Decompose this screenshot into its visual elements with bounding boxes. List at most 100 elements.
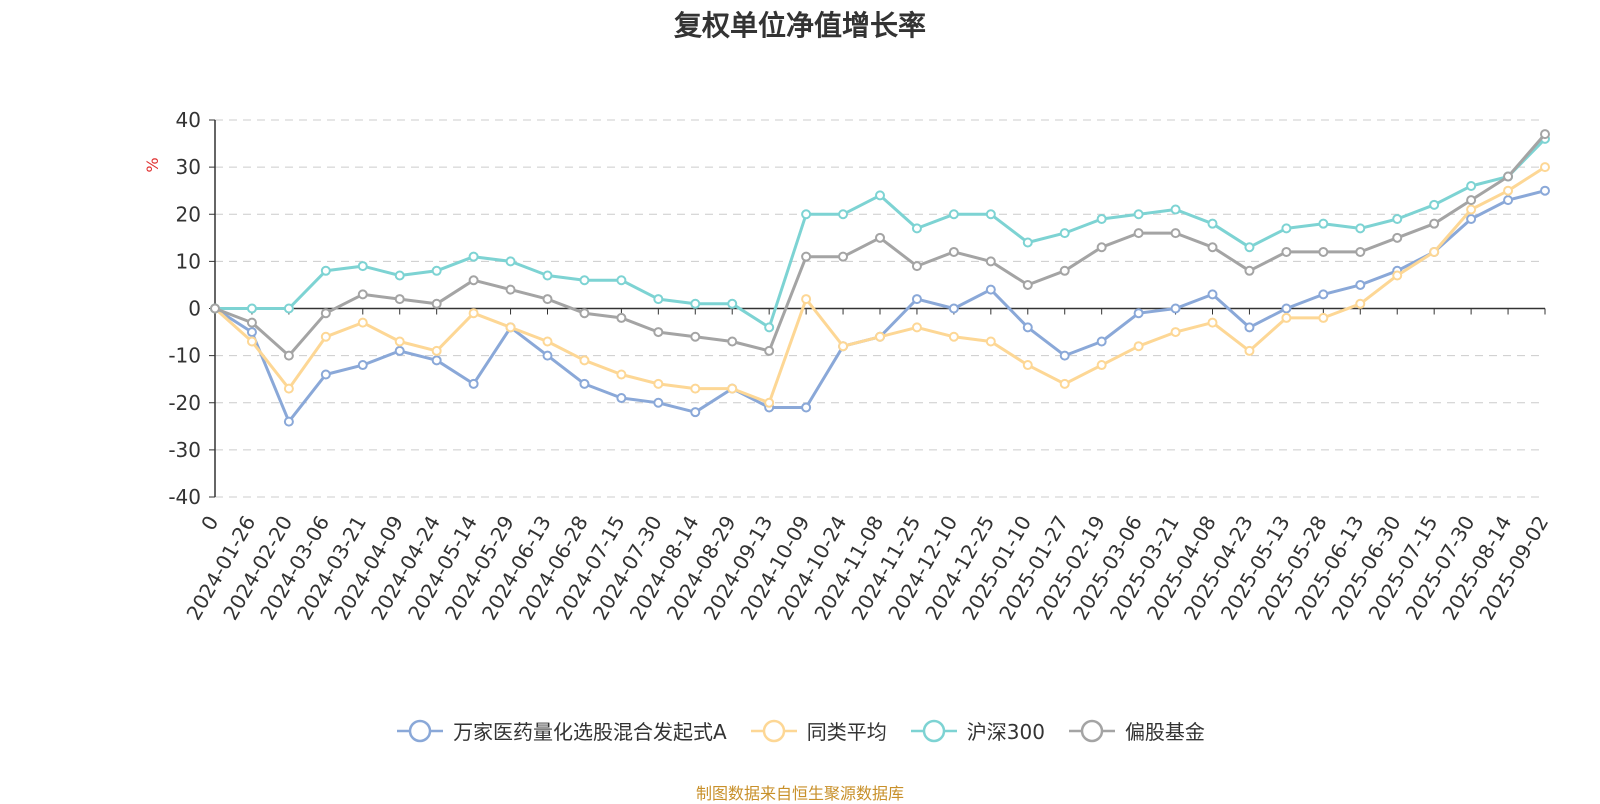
data-point [283,416,294,427]
data-point [727,298,738,309]
data-point [1540,162,1550,173]
y-tick-label: 10 [176,249,201,273]
data-point [1133,228,1144,239]
data-point [653,397,664,408]
data-point [1281,312,1292,323]
legend-line-circle-icon [1068,719,1115,742]
data-point [764,322,775,333]
data-point [1318,312,1329,323]
data-point [431,265,442,276]
data-point [985,336,996,347]
data-point [1392,270,1403,281]
data-point [1207,289,1218,300]
data-point [1133,209,1144,220]
data-point [1170,303,1181,314]
y-tick-label: 30 [176,155,201,179]
data-point [616,275,627,286]
data-point [1503,185,1514,196]
x-tick-label: 0 [196,512,223,535]
data-point [653,294,664,305]
data-point [616,312,627,323]
data-point [1170,228,1181,239]
data-point [1059,350,1070,361]
data-point [505,256,516,267]
data-point [1022,360,1033,371]
data-point [1466,213,1477,224]
data-point [764,345,775,356]
y-tick-label: -30 [168,438,201,462]
data-point [1503,195,1514,206]
data-point [616,369,627,380]
data-point [1318,218,1329,229]
data-point [1466,204,1477,215]
data-point [1059,265,1070,276]
data-point [320,369,331,380]
data-point [431,355,442,366]
data-point [579,355,590,366]
data-point [875,190,885,201]
data-point [542,294,553,305]
data-point [1540,185,1550,196]
data-point [1244,242,1255,253]
data-point [246,303,257,314]
data-point [468,378,479,389]
data-point [801,209,812,220]
y-tick-label: -10 [168,344,201,368]
data-point [468,308,479,319]
legend-item-3[interactable]: 沪深300 [909,716,1045,745]
data-point [1355,279,1366,290]
data-point [1170,204,1181,215]
legend-label: 偏股基金 [1124,720,1205,744]
legend-item-1[interactable]: 万家医药量化选股混合发起式A [395,716,727,745]
data-point [1059,378,1070,389]
data-point [1244,322,1255,333]
data-point [394,270,405,281]
data-point [1429,246,1440,257]
data-point [505,322,516,333]
data-point [1318,246,1329,257]
data-point [764,397,775,408]
data-point [1281,246,1292,257]
data-point [394,336,405,347]
data-point [948,209,959,220]
data-point [1466,180,1477,191]
data-point [542,336,553,347]
data-point [727,336,738,347]
data-point [246,317,257,328]
data-point [911,223,922,234]
data-point [1207,317,1218,328]
data-point [911,261,922,272]
data-point [579,378,590,389]
data-point [1096,360,1107,371]
data-point [1355,223,1366,234]
data-point [1503,171,1514,182]
data-point [283,350,294,361]
data-point [431,345,442,356]
data-point [875,232,885,243]
data-point [690,331,701,342]
data-point [801,294,812,305]
legend-label: 万家医药量化选股混合发起式A [453,720,727,744]
data-point [1096,336,1107,347]
legend-item-4[interactable]: 偏股基金 [1067,716,1205,745]
y-tick-label: -20 [168,391,201,415]
data-point [1281,223,1292,234]
data-point [616,393,627,404]
data-point [1355,298,1366,309]
data-point [1022,279,1033,290]
legend-label: 沪深300 [966,720,1045,744]
legend-line-circle-icon [910,719,957,742]
data-point [985,209,996,220]
data-point [948,303,959,314]
legend-item-2[interactable]: 同类平均 [749,716,887,745]
data-point [690,383,701,394]
data-point [283,303,294,314]
data-point [911,294,922,305]
chart-legend: 万家医药量化选股混合发起式A 同类平均 沪深300 偏股基金 [0,716,1600,745]
legend-label: 同类平均 [806,720,887,744]
data-point [505,284,516,295]
data-point [911,322,922,333]
data-point [838,251,849,262]
data-point [1281,303,1292,314]
